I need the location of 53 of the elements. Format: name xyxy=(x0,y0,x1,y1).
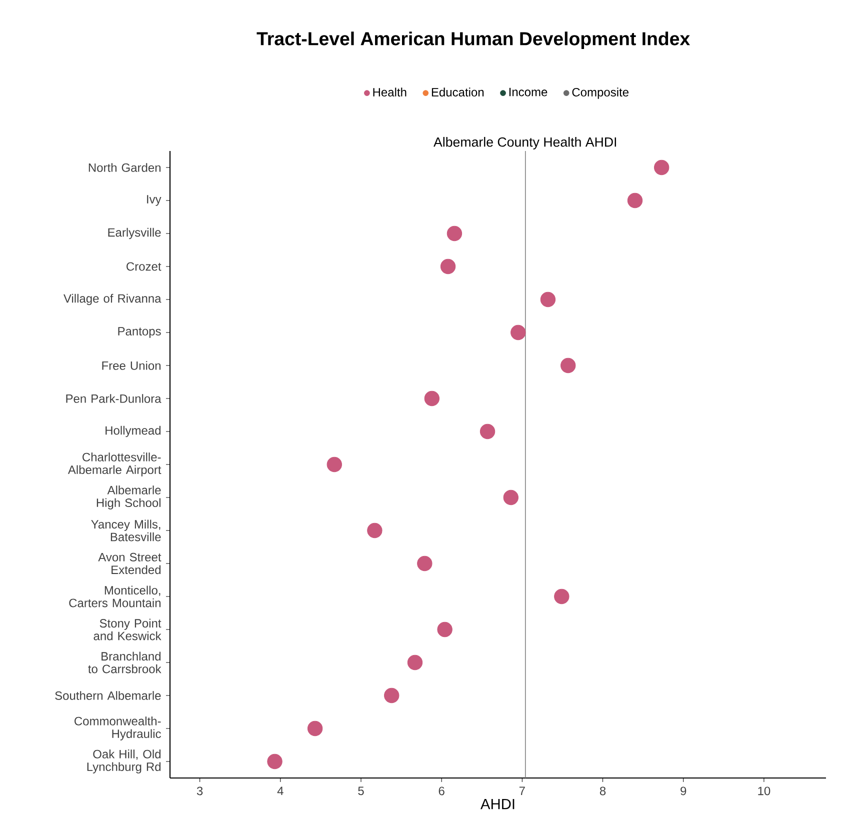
x-tick-label: 3 xyxy=(196,786,203,796)
y-tick-label: Crozet xyxy=(126,262,162,271)
y-tick-label: Stony Point and Keswick xyxy=(94,618,162,640)
chart-title: Tract-Level American Human Development Index xyxy=(256,32,690,50)
y-tick-label: Albemarle High School xyxy=(96,486,161,510)
y-tick-label: Commonwealth-Hydraulic xyxy=(74,716,161,740)
legend-label: Composite xyxy=(572,88,629,99)
x-tick-label: 8 xyxy=(600,786,606,796)
x-tick-label: 7 xyxy=(519,786,525,795)
point xyxy=(267,754,282,770)
point xyxy=(654,160,670,176)
point xyxy=(510,324,526,340)
point xyxy=(554,588,570,604)
y-tick-label: Monticello, Carters Mountain xyxy=(69,586,160,608)
point xyxy=(540,292,556,308)
y-tick-label: Earlysville xyxy=(108,228,161,240)
point xyxy=(440,258,456,274)
y-tick-label: North Garden xyxy=(88,163,161,172)
x-tick-label: 4 xyxy=(277,786,284,795)
legend-label: Health xyxy=(373,88,406,96)
y-tick-label: Yancey Mills, Batesville xyxy=(91,520,161,542)
y-tick-label: Pantops xyxy=(118,327,161,338)
point xyxy=(503,490,518,506)
x-tick-label: 9 xyxy=(680,786,686,796)
y-tick-label: Oak Hill, Old Lynchburg Rd xyxy=(87,750,160,774)
point xyxy=(326,456,342,472)
point xyxy=(560,358,576,374)
legend-label: Education xyxy=(432,88,484,96)
ref-line-label: Albemarle County Health AHDI xyxy=(434,136,616,150)
y-tick-label: Pen Park-Dunlora xyxy=(66,394,162,403)
y-tick-label: Branchland to Carrsbrook xyxy=(88,652,162,674)
y-tick-label: Village of Rivanna xyxy=(64,294,162,306)
y-tick-label: Charlottesville-Albemarle Airport xyxy=(68,452,162,476)
point xyxy=(627,192,643,208)
point xyxy=(437,622,452,638)
x-tick-label: 5 xyxy=(358,786,364,796)
y-tick-label: Southern Albemarle xyxy=(55,691,161,700)
x-tick-label: 6 xyxy=(438,786,444,796)
point xyxy=(307,720,323,736)
point xyxy=(424,390,440,406)
point xyxy=(407,654,423,670)
x-axis-title: AHDI xyxy=(480,799,514,810)
point xyxy=(384,688,400,704)
y-tick-label: Free Union xyxy=(102,361,160,370)
point xyxy=(367,522,382,538)
y-tick-label: Avon Street Extended xyxy=(98,552,162,574)
y-tick-label: Hollymead xyxy=(106,426,161,438)
point xyxy=(480,424,496,440)
x-tick-label: 10 xyxy=(758,786,770,796)
point xyxy=(417,556,432,572)
point xyxy=(446,226,462,242)
y-tick-label: Ivy xyxy=(147,195,162,206)
legend-label: Income xyxy=(509,88,548,96)
